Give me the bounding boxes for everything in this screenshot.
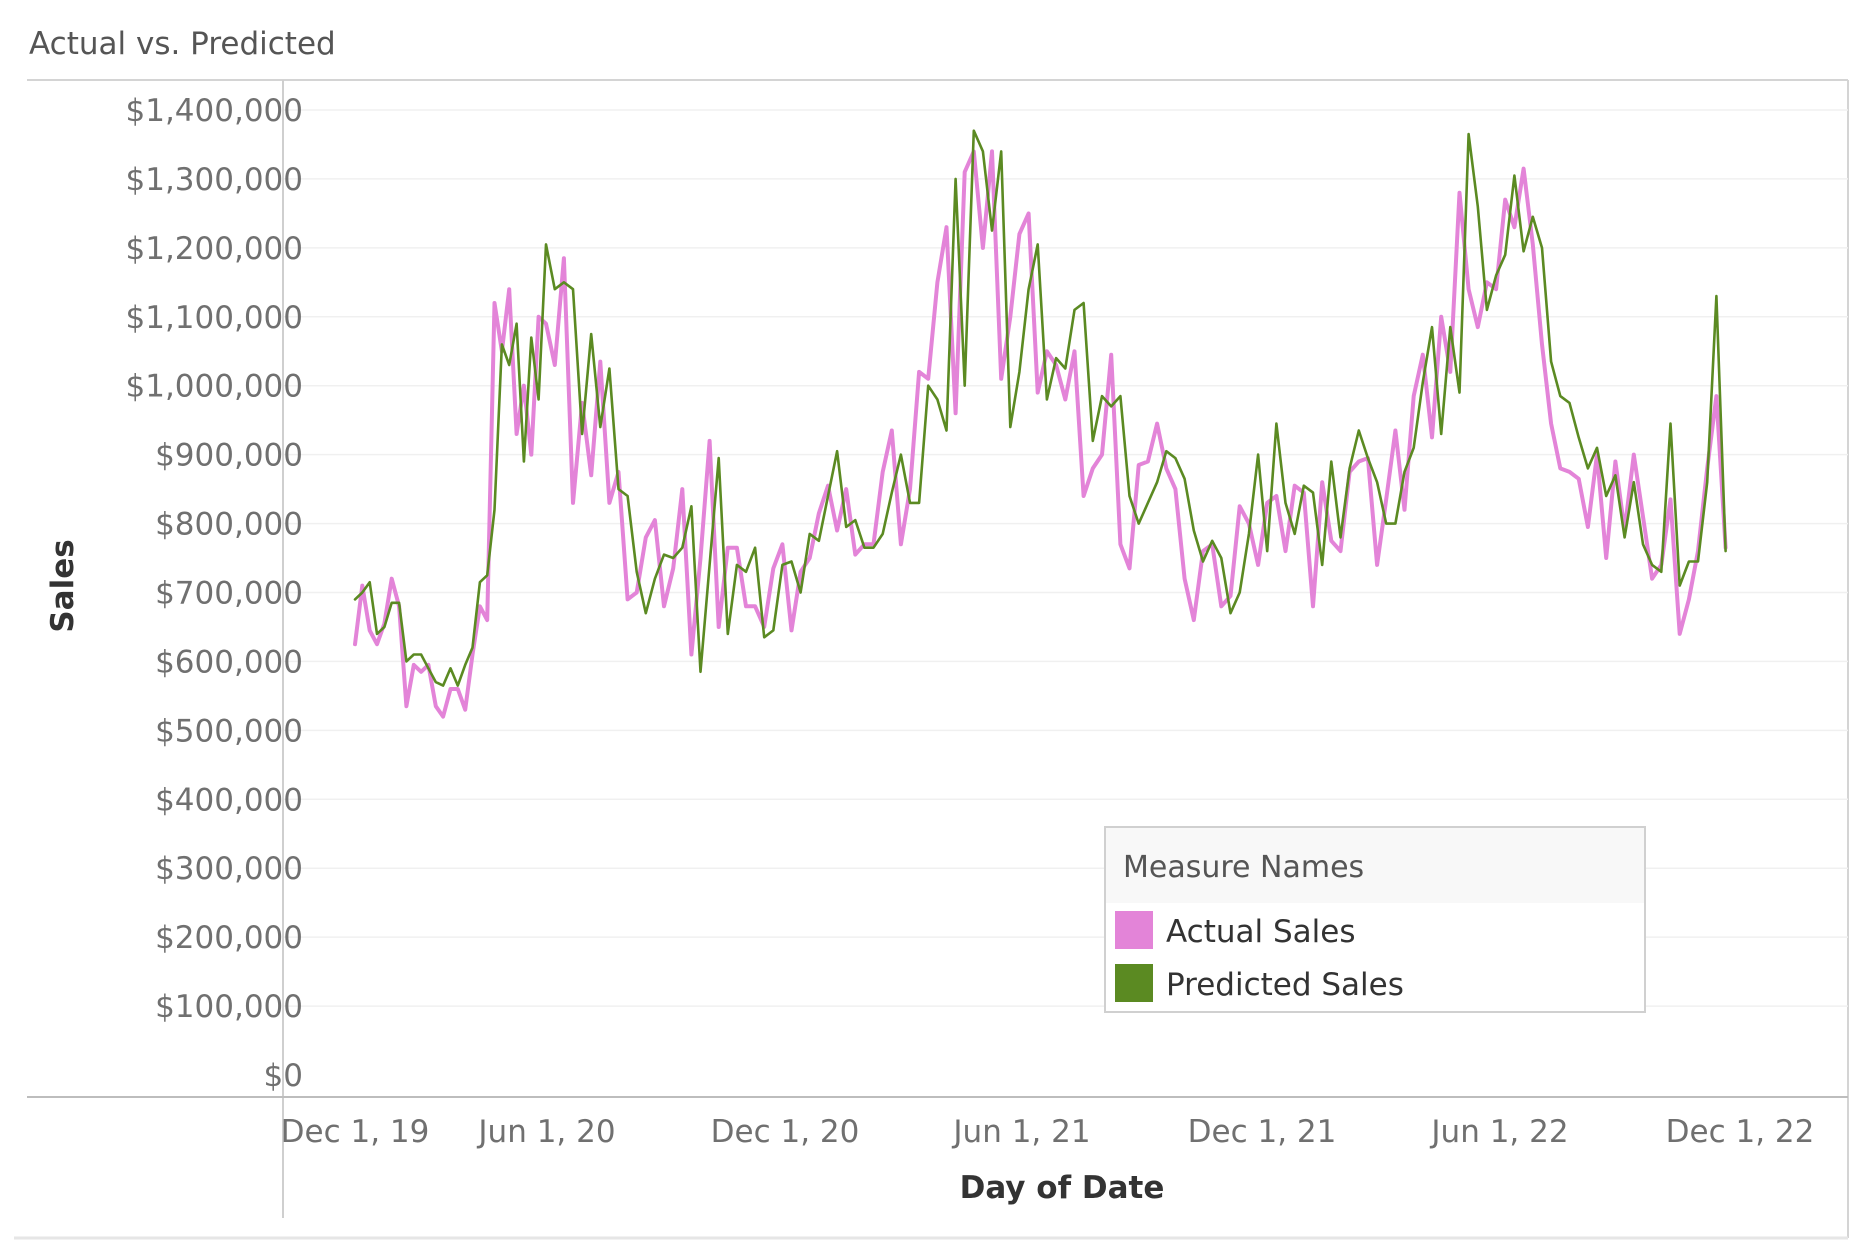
y-tick-label: $1,000,000 [126, 369, 304, 405]
y-tick-label: $1,400,000 [126, 93, 304, 129]
y-axis: $0$100,000$200,000$300,000$400,000$500,0… [126, 93, 304, 1094]
y-tick-label: $1,100,000 [126, 300, 304, 336]
legend-title: Measure Names [1123, 850, 1364, 885]
y-tick-label: $100,000 [155, 989, 303, 1025]
y-tick-label: $600,000 [155, 644, 303, 680]
x-tick-label: Dec 1, 20 [711, 1114, 860, 1150]
series-line-actual-sales[interactable] [353, 149, 1728, 719]
chart-title: Actual vs. Predicted [29, 26, 336, 62]
x-tick-label: Dec 1, 22 [1666, 1114, 1815, 1150]
y-axis-label: Sales [45, 539, 81, 632]
y-tick-label: $500,000 [155, 713, 303, 749]
y-tick-label: $900,000 [155, 438, 303, 474]
legend-label-actual-sales: Actual Sales [1166, 914, 1355, 950]
legend[interactable]: Measure Names Actual Sales Predicted Sal… [1104, 826, 1646, 1013]
x-axis: Dec 1, 19 Jun 1, 20 Dec 1, 20 Jun 1, 21 Dec … [281, 1114, 1815, 1150]
y-tick-label: $300,000 [155, 851, 303, 887]
legend-label-predicted-sales: Predicted Sales [1166, 967, 1404, 1003]
y-tick-label: $400,000 [155, 782, 303, 818]
y-tick-label: $200,000 [155, 920, 303, 956]
series-lines [353, 129, 1728, 719]
legend-swatch-predicted-sales [1115, 964, 1153, 1002]
series-line-predicted-sales[interactable] [353, 129, 1727, 687]
x-axis-label: Day of Date [960, 1170, 1165, 1206]
x-tick-label: Jun 1, 20 [476, 1114, 615, 1150]
x-tick-label: Dec 1, 21 [1188, 1114, 1337, 1150]
y-tick-label: $700,000 [155, 576, 303, 612]
y-tick-label: $1,300,000 [126, 162, 304, 198]
y-tick-label: $800,000 [155, 507, 303, 543]
grid-lines [283, 109, 1848, 1007]
x-tick-label: Jun 1, 21 [951, 1114, 1090, 1150]
x-tick-label: Dec 1, 19 [281, 1114, 430, 1150]
legend-header [1106, 828, 1644, 903]
x-tick-label: Jun 1, 22 [1429, 1114, 1568, 1150]
y-tick-label: $1,200,000 [126, 231, 304, 267]
legend-swatch-actual-sales [1115, 911, 1153, 949]
